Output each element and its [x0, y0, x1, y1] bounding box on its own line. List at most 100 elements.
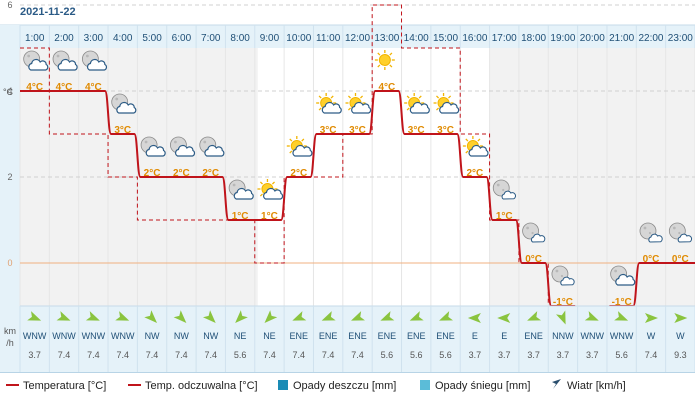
sun-ray: [289, 150, 293, 154]
cloud-shape: [439, 101, 460, 114]
moon-crater: [144, 140, 148, 144]
legend-label-feels-like: Temp. odczuwalna [°C]: [145, 380, 258, 392]
hour-label: 21:00: [609, 33, 634, 44]
hour-label: 2:00: [54, 33, 74, 44]
legend-item-feels-like[interactable]: Temp. odczuwalna [°C]: [128, 380, 258, 392]
wind-direction-label: NE: [263, 331, 276, 341]
wind-arrow-icon: [497, 313, 511, 323]
wind-direction-label: E: [472, 331, 478, 341]
legend-item-temperature[interactable]: Temperatura [°C]: [6, 380, 106, 392]
sun-ray: [301, 138, 305, 142]
sun-ray: [465, 138, 469, 142]
temperature-data-label: 4°C: [26, 82, 43, 93]
moon-crater: [203, 140, 207, 144]
hour-label: 14:00: [404, 33, 429, 44]
moon-crater: [56, 54, 60, 58]
cloud-shape: [351, 101, 372, 114]
sun-ray: [465, 150, 469, 154]
temperature-data-label: 0°C: [672, 254, 689, 265]
partly-sunny-icon: [433, 93, 460, 114]
wind-arrow-icon: [235, 310, 248, 323]
night-moon-icon: [668, 222, 693, 243]
temperature-data-label: 2°C: [144, 168, 161, 179]
wind-direction-label: WNW: [581, 331, 605, 341]
hour-label: 13:00: [374, 33, 399, 44]
cloud-shape: [677, 233, 693, 243]
legend-label-snow: Opady śniegu [mm]: [435, 380, 531, 392]
sun-ray: [318, 107, 322, 111]
cloud-shape: [263, 187, 284, 200]
sun-ray: [377, 64, 381, 68]
wind-arrow-icon: [321, 311, 336, 321]
night-moon-icon: [522, 222, 546, 243]
wind-speed-label: 7.4: [116, 350, 129, 360]
wind-speed-label: 7.4: [175, 350, 188, 360]
cloud-shape: [116, 101, 137, 114]
temperature-data-label: 4°C: [56, 82, 73, 93]
wind-speed-label: 5.6: [234, 350, 247, 360]
sun-ray: [347, 107, 352, 111]
wind-direction-label: NNW: [552, 331, 574, 341]
y-tick-label: 0: [7, 258, 12, 268]
temperature-swatch: [6, 384, 19, 387]
temperature-data-label: 4°C: [378, 82, 395, 93]
wind-direction-label: W: [647, 331, 656, 341]
sun-ray: [271, 181, 275, 185]
rain-swatch: [278, 380, 288, 391]
left-axis-strip: [0, 25, 20, 372]
wind-arrow-icon: [56, 311, 71, 321]
cloud-shape: [321, 101, 342, 114]
y-tick-label: 6: [7, 0, 12, 10]
sun-ray: [389, 52, 393, 56]
forecast-date: 2021-11-22: [20, 6, 76, 18]
cloud-shape: [86, 58, 108, 71]
wind-direction-label: NW: [145, 331, 160, 341]
temperature-data-label: 4°C: [85, 82, 102, 93]
temperature-data-label: 1°C: [496, 211, 513, 222]
wind-arrow-icon: [144, 310, 158, 323]
temperature-data-label: 2°C: [173, 168, 190, 179]
wind-speed-label: 7.4: [263, 350, 276, 360]
wind-speed-label: 5.6: [381, 350, 394, 360]
wind-speed-label: 3.7: [28, 350, 41, 360]
wind-arrow-icon: [264, 310, 278, 323]
wind-speed-label: 7.4: [351, 350, 364, 360]
cloud-shape: [615, 273, 636, 286]
hour-label: 16:00: [462, 33, 487, 44]
moon-crater: [174, 140, 177, 144]
legend-item-wind[interactable]: Wiatr [km/h]: [551, 379, 626, 392]
wind-arrow-icon: [552, 379, 561, 390]
sun-ray: [259, 193, 263, 197]
sun-ray: [359, 95, 364, 99]
cloud-shape: [292, 144, 313, 157]
partly-sunny-icon: [345, 93, 372, 114]
partly-sunny-icon: [286, 136, 313, 157]
moon-crater: [27, 54, 31, 58]
moon-crater: [531, 231, 534, 235]
moon-crater: [678, 231, 681, 235]
wind-speed-label: 9.3: [674, 350, 687, 360]
wind-arrow-icon: [584, 311, 599, 321]
temperature-data-label: 0°C: [525, 254, 542, 265]
y-tick-label: 2: [7, 172, 12, 182]
cloud-shape: [57, 58, 78, 71]
wind-arrow-icon: [409, 311, 424, 321]
hour-label: 7:00: [201, 33, 221, 44]
sun-ray: [477, 138, 481, 142]
sun-ray: [406, 95, 410, 99]
wind-unit-label-km: km: [4, 326, 16, 336]
legend-item-snow[interactable]: Opady śniegu [mm]: [420, 380, 530, 392]
legend-item-rain[interactable]: Opady deszczu [mm]: [278, 380, 396, 392]
night-cloudy-icon: [170, 136, 196, 157]
sun-ray: [418, 95, 422, 99]
moon-crater: [643, 226, 647, 230]
wind-speed-label: 7.4: [87, 350, 100, 360]
wind-direction-label: ENE: [290, 331, 309, 341]
wind-speed-label: 3.7: [469, 350, 482, 360]
wind-direction-label: WNW: [111, 331, 135, 341]
wind-direction-label: ENE: [348, 331, 367, 341]
hour-label: 3:00: [84, 33, 104, 44]
wind-speed-label: 5.6: [439, 350, 452, 360]
wind-arrow-icon: [27, 311, 42, 321]
night-cloudy-icon: [228, 179, 254, 200]
